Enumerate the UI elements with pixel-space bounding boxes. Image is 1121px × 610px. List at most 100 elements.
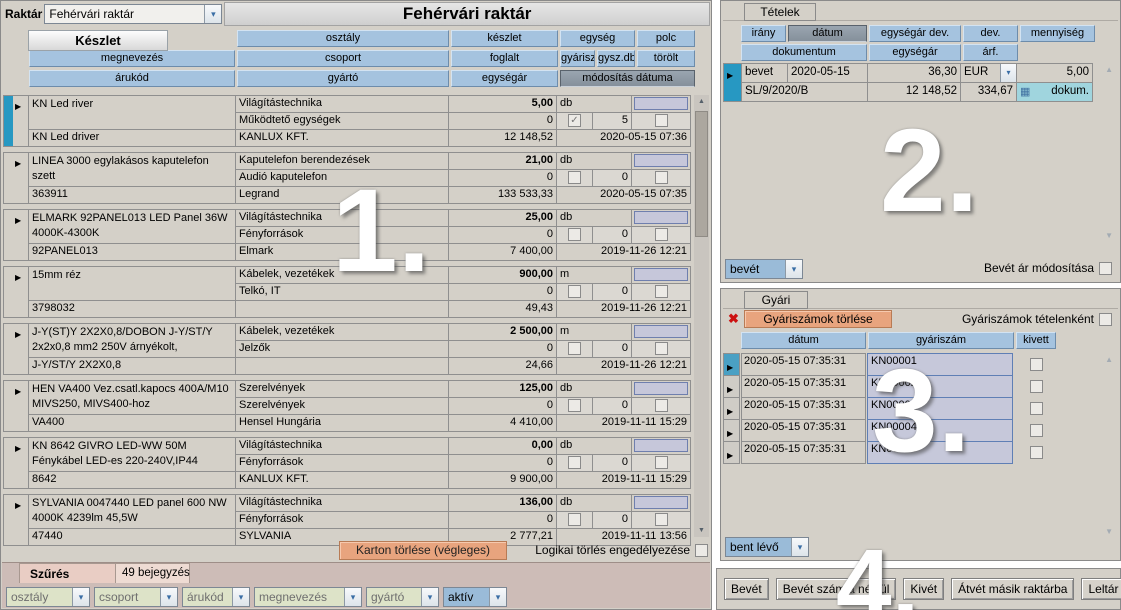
column-header-irany[interactable]: irány — [741, 25, 786, 42]
kivett-checkbox[interactable] — [1029, 402, 1043, 415]
table-row[interactable]: ▶ KN Led river Világítástechnika 5,00 db… — [3, 95, 691, 147]
gyarisz-checkbox[interactable] — [568, 456, 581, 469]
serials-per-item-checkbox[interactable] — [1099, 312, 1112, 326]
polc-input[interactable] — [634, 211, 688, 224]
logical-delete-checkbox[interactable] — [695, 543, 708, 557]
column-header-torolt[interactable]: törölt — [637, 50, 695, 67]
transaction-row[interactable]: ▶ bevet 2020-05-15 36,30 EUR ▾ 5,00 SL/9… — [723, 63, 1093, 102]
tab-gyari[interactable]: Gyári — [744, 291, 808, 309]
leltar-button[interactable]: Leltár — [1081, 578, 1121, 600]
serial-row[interactable]: ▶ 2020-05-15 07:35:31 KN00002 — [723, 375, 1058, 398]
filter-gyarto[interactable]: gyártó ▾ — [366, 587, 439, 607]
column-header-gyariszam[interactable]: gyáriszám — [868, 332, 1014, 349]
filter-osztaly[interactable]: osztály ▾ — [6, 587, 90, 607]
polc-input[interactable] — [634, 439, 688, 452]
table-row[interactable]: ▶ HEN VA400 Vez.csatl.kapocs 400A/M10 MI… — [3, 380, 691, 432]
kivet-button[interactable]: Kivét — [903, 578, 945, 600]
chevron-down-icon[interactable]: ▾ — [489, 588, 506, 606]
bevet-button[interactable]: Bevét — [724, 578, 769, 600]
row-marker[interactable]: ▶ — [4, 153, 28, 203]
polc-input[interactable] — [634, 382, 688, 395]
torolt-checkbox[interactable] — [654, 285, 668, 298]
column-header-kivett[interactable]: kivett — [1016, 332, 1056, 349]
gyarisz-checkbox[interactable] — [568, 285, 581, 298]
column-header-dokumentum[interactable]: dokumentum — [741, 44, 867, 61]
chevron-down-icon[interactable]: ▾ — [232, 588, 249, 606]
serial-row-marker[interactable]: ▶ — [723, 419, 740, 442]
scrollbar-thumb[interactable] — [695, 111, 708, 237]
column-header-serial-datum[interactable]: dátum — [741, 332, 866, 349]
document-button[interactable]: ▦ dokum. — [1017, 83, 1092, 101]
column-header-dev[interactable]: dev. — [963, 25, 1018, 42]
serial-row[interactable]: ▶ 2020-05-15 07:35:31 KN00004 — [723, 419, 1058, 442]
serial-number-input[interactable]: KN00005 — [867, 441, 1013, 464]
row-marker[interactable]: ▶ — [4, 381, 28, 431]
gyarisz-checkbox[interactable]: ✓ — [568, 114, 581, 127]
serial-row[interactable]: ▶ 2020-05-15 07:35:31 KN00005 — [723, 441, 1058, 464]
table-row[interactable]: ▶ 15mm réz Kábelek, vezetékek 900,00 m T… — [3, 266, 691, 318]
atvet-masik-raktarba-button[interactable]: Átvét másik raktárba — [951, 578, 1075, 600]
bevet-szamla-nelkul-button[interactable]: Bevét számla nélkül — [775, 578, 897, 600]
tab-keszlet[interactable]: Készlet — [28, 30, 168, 51]
polc-input[interactable] — [634, 268, 688, 281]
serial-number-input[interactable]: KN00003 — [867, 397, 1013, 420]
gyarisz-checkbox[interactable] — [568, 342, 581, 355]
serial-number-input[interactable]: KN00004 — [867, 419, 1013, 442]
polc-input[interactable] — [634, 154, 688, 167]
filter-csoport[interactable]: csoport ▾ — [94, 587, 178, 607]
delete-card-button[interactable]: Karton törlése (végleges) — [339, 541, 507, 560]
tab-szures[interactable]: Szűrés — [19, 563, 116, 583]
gyarisz-checkbox[interactable] — [568, 513, 581, 526]
column-header-polc[interactable]: polc — [637, 30, 695, 47]
chevron-down-icon[interactable]: ▾ — [72, 588, 89, 606]
filter-arukod[interactable]: árukód ▾ — [182, 587, 250, 607]
column-header-keszlet[interactable]: készlet — [451, 30, 558, 47]
chevron-down-icon[interactable]: ▾ — [204, 5, 222, 23]
table-row[interactable]: ▶ LINEA 3000 egylakásos kaputelefon szet… — [3, 152, 691, 204]
chevron-down-icon[interactable]: ▾ — [421, 588, 438, 606]
row-marker[interactable]: ▶ — [4, 324, 28, 374]
scroll-up-icon[interactable]: ▲ — [1105, 65, 1113, 74]
torolt-checkbox[interactable] — [654, 342, 668, 355]
column-header-arf[interactable]: árf. — [963, 44, 1018, 61]
table-row[interactable]: ▶ J-Y(ST)Y 2X2X0,8/DOBON J-Y/ST/Y 2x2x0,… — [3, 323, 691, 375]
serial-row-marker[interactable]: ▶ — [723, 375, 740, 398]
chevron-down-icon[interactable]: ▾ — [344, 588, 361, 606]
kivett-checkbox[interactable] — [1029, 424, 1043, 437]
polc-input[interactable] — [634, 97, 688, 110]
torolt-checkbox[interactable] — [654, 171, 668, 184]
column-header-foglalt[interactable]: foglalt — [451, 50, 558, 67]
row-marker[interactable]: ▶ — [724, 64, 741, 101]
tab-tetelek[interactable]: Tételek — [744, 3, 816, 21]
row-marker[interactable]: ▶ — [4, 267, 28, 317]
column-header-modositas-datuma[interactable]: módosítás dátuma — [560, 70, 695, 87]
scroll-up-icon[interactable]: ▲ — [1105, 355, 1113, 364]
serial-number-input[interactable]: KN00002 — [867, 375, 1013, 398]
kivett-checkbox[interactable] — [1029, 446, 1043, 459]
torolt-checkbox[interactable] — [654, 114, 668, 127]
torolt-checkbox[interactable] — [654, 228, 668, 241]
polc-input[interactable] — [634, 325, 688, 338]
column-header-datum[interactable]: dátum — [788, 25, 867, 42]
filter-aktiv[interactable]: aktív ▾ — [443, 587, 507, 607]
column-header-egysegar2[interactable]: egységár — [869, 44, 961, 61]
table-row[interactable]: ▶ KN 8642 GIVRO LED-WW 50M Fénykábel LED… — [3, 437, 691, 489]
chevron-down-icon[interactable]: ▾ — [791, 538, 808, 556]
scroll-down-icon[interactable]: ▼ — [1105, 527, 1113, 536]
column-header-mennyiseg[interactable]: mennyiség — [1020, 25, 1095, 42]
column-header-csoport[interactable]: csoport — [237, 50, 449, 67]
column-header-arukod[interactable]: árukód — [29, 70, 235, 87]
scroll-up-icon[interactable]: ▲ — [698, 98, 705, 105]
serial-row[interactable]: ▶ 2020-05-15 07:35:31 KN00001 — [723, 353, 1058, 376]
gyarisz-checkbox[interactable] — [568, 171, 581, 184]
serial-number-input[interactable]: KN00001 — [867, 353, 1013, 376]
kivett-checkbox[interactable] — [1029, 358, 1043, 371]
warehouse-select[interactable]: Fehérvári raktár ▾ — [44, 4, 223, 24]
column-header-osztaly[interactable]: osztály — [237, 30, 449, 47]
gyarisz-checkbox[interactable] — [568, 228, 581, 241]
torolt-checkbox[interactable] — [654, 456, 668, 469]
chevron-down-icon[interactable]: ▾ — [1000, 64, 1016, 82]
stock-table-scrollbar[interactable]: ▲ ▼ — [694, 95, 709, 537]
column-header-megnevezes[interactable]: megnevezés — [29, 50, 235, 67]
table-row[interactable]: ▶ SYLVANIA 0047440 LED panel 600 NW 4000… — [3, 494, 691, 546]
